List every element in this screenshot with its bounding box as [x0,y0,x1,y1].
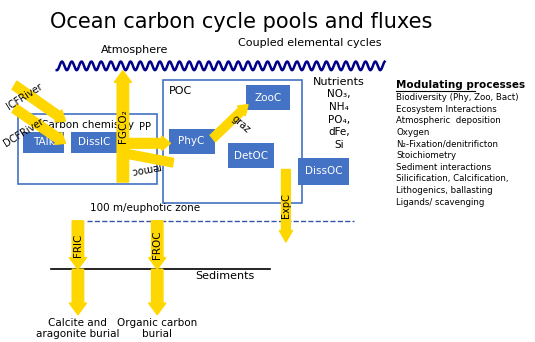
Text: Coupled elemental cycles: Coupled elemental cycles [238,38,381,48]
Text: DetOC: DetOC [234,151,268,161]
Text: PhyC: PhyC [178,136,205,146]
FancyArrow shape [149,269,166,315]
FancyBboxPatch shape [246,85,291,110]
Text: remoc: remoc [129,161,161,176]
FancyBboxPatch shape [71,132,117,153]
FancyBboxPatch shape [18,114,157,184]
FancyArrow shape [12,81,66,122]
Text: POC: POC [169,86,192,96]
Text: DissOC: DissOC [305,167,342,176]
FancyArrow shape [114,71,132,182]
Text: Atmospheric  deposition: Atmospheric deposition [396,116,501,125]
FancyArrow shape [279,170,293,242]
Text: TAlk: TAlk [33,137,55,147]
Text: Atmosphere: Atmosphere [101,45,168,55]
Text: DissIC: DissIC [78,137,110,147]
Text: ZooC: ZooC [255,93,282,103]
Text: N₂-Fixation/denitrificton: N₂-Fixation/denitrificton [396,140,498,148]
Text: Sediment interactions: Sediment interactions [396,163,491,172]
Text: Calcite and
aragonite burial: Calcite and aragonite burial [36,318,120,339]
FancyArrow shape [210,105,248,142]
FancyArrow shape [119,136,171,150]
Text: FROC: FROC [152,231,162,259]
Text: Ecosystem Interactions: Ecosystem Interactions [396,105,497,114]
Text: Biodiversity (Phy, Zoo, Bact): Biodiversity (Phy, Zoo, Bact) [396,93,518,102]
Text: FRIC: FRIC [73,233,83,257]
FancyBboxPatch shape [23,132,64,153]
Text: FGCO₂: FGCO₂ [118,109,128,143]
Text: Sediments: Sediments [195,271,254,281]
Text: Stoichiometry: Stoichiometry [396,151,456,160]
FancyArrow shape [70,269,87,315]
Text: ExpC: ExpC [281,193,291,218]
FancyArrow shape [149,221,166,269]
FancyArrow shape [70,221,87,269]
FancyBboxPatch shape [169,129,215,154]
Text: Ocean carbon cycle pools and fluxes: Ocean carbon cycle pools and fluxes [50,12,432,31]
Text: DCFRiver: DCFRiver [2,117,46,149]
FancyArrow shape [12,104,66,144]
Text: Nutrients: Nutrients [313,78,365,88]
Text: Carbon chemistry: Carbon chemistry [41,120,134,130]
FancyBboxPatch shape [298,158,349,185]
FancyBboxPatch shape [228,143,273,169]
Text: Ligands/ scavenging: Ligands/ scavenging [396,198,485,207]
Text: Silicification, Calcification,: Silicification, Calcification, [396,174,509,183]
Text: Modulating processes: Modulating processes [396,80,525,90]
FancyArrow shape [118,147,174,167]
Text: Organic carbon
burial: Organic carbon burial [117,318,197,339]
Text: Lithogenics, ballasting: Lithogenics, ballasting [396,186,493,195]
Text: Oxygen: Oxygen [396,128,430,137]
Text: PP: PP [139,122,151,132]
Text: 100 m/euphotic zone: 100 m/euphotic zone [90,203,201,213]
Text: graz: graz [230,114,252,135]
Text: NO₃,
NH₄
PO₄,
dFe,
Si: NO₃, NH₄ PO₄, dFe, Si [327,89,350,150]
Text: ICFRiver: ICFRiver [4,81,44,111]
FancyBboxPatch shape [163,80,302,203]
